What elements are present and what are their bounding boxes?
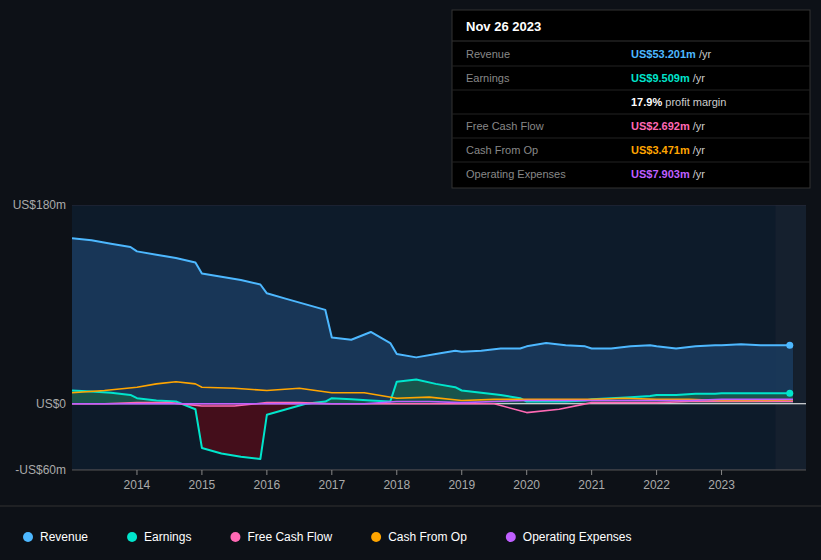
info-value: 17.9% [631,96,662,108]
series-line [72,382,793,401]
legend-label: Cash From Op [388,530,467,544]
y-tick-label: US$0 [36,397,66,411]
info-suffix: /yr [690,120,706,132]
info-separator [452,66,810,67]
x-tick-label: 2019 [448,478,475,492]
chart: 2014 2015 2016 2017 2018 2019 2020 2021 2022 2023… [0,0,821,560]
info-suffix: /yr [690,72,706,84]
info-value: US$9.509m [631,72,690,84]
info-title: Nov 26 2023 [466,19,541,34]
info-box [452,10,810,188]
x-tick-label: 2023 [708,478,735,492]
x-tick [461,470,462,475]
info-separator [452,138,810,139]
x-tick-label: 2015 [189,478,216,492]
x-tick-label: 2017 [318,478,345,492]
info-separator [452,114,810,115]
info-suffix: profit margin [662,96,726,108]
legend-marker [371,532,381,542]
grid-line [72,205,806,206]
plot-data [72,205,806,470]
legend-marker [230,532,240,542]
series-line [72,238,793,357]
x-tick [591,470,592,475]
info-separator [452,162,810,163]
x-tick-label: 2014 [124,478,151,492]
series-line [72,399,793,403]
x-tick-label: 2021 [578,478,605,492]
legend-border [0,506,821,507]
info-suffix: /yr [696,48,712,60]
x-tick [656,470,657,475]
x-tick-label: 2018 [383,478,410,492]
legend-marker [23,532,33,542]
info-value: US$7.903m [631,168,690,180]
info-suffix: /yr [690,168,706,180]
y-tick-label: -US$60m [15,463,66,477]
info-label: Free Cash Flow [466,120,544,132]
info-label: Earnings [466,72,510,84]
legend-label: Operating Expenses [523,530,632,544]
x-tick [266,470,267,475]
info-suffix: /yr [690,144,706,156]
x-tick [396,470,397,475]
info-label: Operating Expenses [466,168,566,180]
x-tick [526,470,527,475]
legend-label: Earnings [144,530,191,544]
background [0,0,821,560]
info-value: US$3.471m [631,144,690,156]
x-tick-label: 2016 [254,478,281,492]
legend-label: Revenue [40,530,88,544]
area-fill-positive [72,379,793,403]
x-tick [136,470,137,475]
info-separator [452,90,810,91]
area-fill-negative [72,404,793,459]
x-axis [72,470,806,471]
series-line [72,379,793,459]
x-tick [201,470,202,475]
legend-marker [506,532,516,542]
end-marker [786,390,793,397]
end-marker [786,342,793,349]
y-tick-label: US$180m [13,198,66,212]
info-label: Cash From Op [466,144,538,156]
x-tick-label: 2022 [643,478,670,492]
plot-background [72,205,806,470]
forecast-zone [775,205,806,470]
area-fill [72,238,793,404]
info-value: US$53.201m [631,48,696,60]
info-label: Revenue [466,48,510,60]
x-tick [721,470,722,475]
legend-marker [127,532,137,542]
x-tick-label: 2020 [513,478,540,492]
grid-line [72,470,806,471]
info-separator [452,41,810,42]
x-tick [331,470,332,475]
info-value: US$2.692m [631,120,690,132]
legend-label: Free Cash Flow [247,530,332,544]
